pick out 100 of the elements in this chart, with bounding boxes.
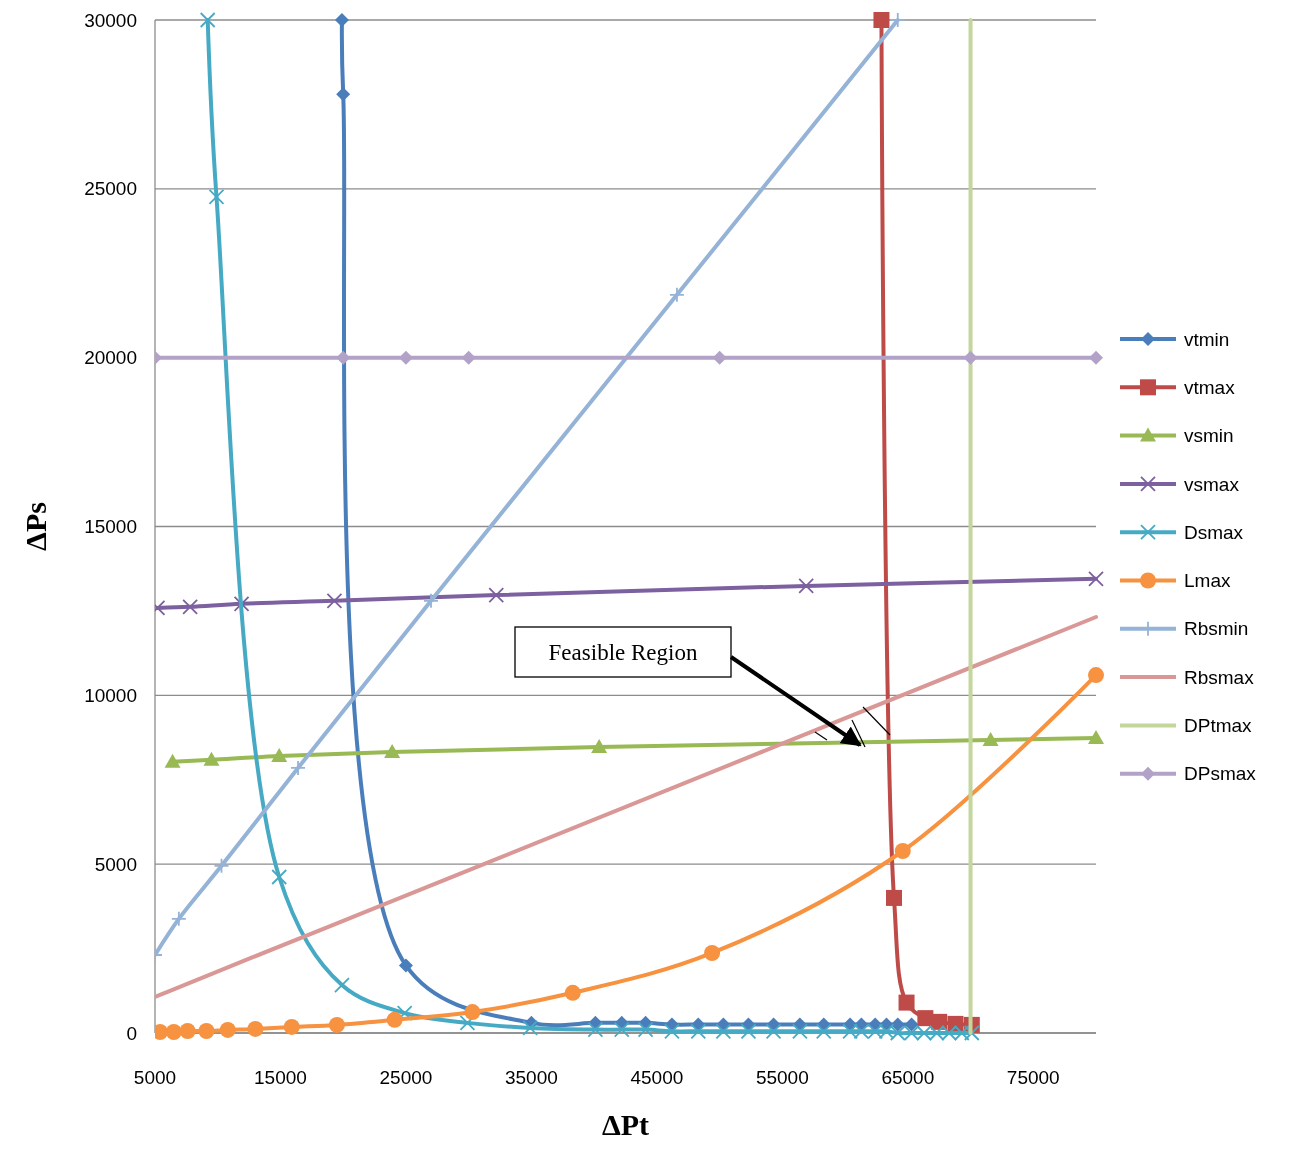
point bbox=[587, 1021, 604, 1038]
point bbox=[203, 751, 220, 766]
point bbox=[894, 843, 911, 859]
legend-label: Rbsmax bbox=[1184, 666, 1255, 688]
point bbox=[1088, 667, 1104, 684]
point bbox=[740, 1023, 757, 1040]
legend-label: DPtmax bbox=[1184, 715, 1253, 737]
legend-label: DPsmax bbox=[1184, 763, 1257, 785]
point bbox=[334, 13, 349, 27]
point bbox=[982, 731, 999, 746]
point bbox=[889, 1025, 906, 1041]
point bbox=[326, 592, 343, 609]
point bbox=[941, 1025, 958, 1041]
point bbox=[815, 1023, 832, 1040]
point bbox=[522, 1020, 539, 1036]
point bbox=[704, 944, 721, 961]
point bbox=[798, 578, 815, 594]
point bbox=[886, 889, 902, 906]
point bbox=[853, 1023, 870, 1040]
point bbox=[889, 12, 906, 28]
x-tick-label: 35000 bbox=[504, 1067, 558, 1088]
x-tick-label: 45000 bbox=[630, 1067, 684, 1088]
point bbox=[336, 87, 351, 102]
point bbox=[1089, 350, 1103, 365]
point bbox=[423, 592, 439, 609]
point bbox=[867, 1023, 884, 1040]
point bbox=[328, 1016, 345, 1033]
x-tick-label: 5000 bbox=[133, 1067, 177, 1088]
point bbox=[213, 857, 230, 874]
point bbox=[398, 958, 413, 973]
x-tick-label: 15000 bbox=[254, 1067, 307, 1088]
annotation: Feasible Region bbox=[548, 640, 698, 666]
line-series bbox=[155, 615, 1098, 999]
point bbox=[283, 1018, 300, 1035]
point bbox=[488, 587, 505, 603]
legend-label: Rbsmin bbox=[1184, 618, 1249, 640]
y-tick-label: 15000 bbox=[84, 516, 137, 538]
point bbox=[461, 350, 476, 365]
y-tick-label: 20000 bbox=[84, 347, 137, 369]
point bbox=[712, 350, 727, 365]
point bbox=[613, 1021, 630, 1038]
point bbox=[669, 286, 685, 303]
point bbox=[963, 350, 978, 365]
point bbox=[792, 1023, 808, 1040]
point bbox=[271, 748, 288, 763]
point bbox=[271, 869, 288, 885]
x-tick-label: 55000 bbox=[755, 1067, 809, 1088]
y-axis-title: ΔPs bbox=[19, 502, 52, 551]
point bbox=[690, 1023, 707, 1040]
point bbox=[219, 1021, 236, 1038]
point bbox=[715, 1023, 732, 1040]
point bbox=[164, 753, 181, 768]
legend-label: Lmax bbox=[1184, 570, 1231, 592]
point bbox=[386, 1011, 403, 1028]
point bbox=[903, 1025, 920, 1041]
point bbox=[1088, 729, 1104, 744]
point bbox=[953, 1025, 970, 1041]
point bbox=[1088, 570, 1104, 587]
point bbox=[591, 739, 608, 753]
point bbox=[165, 1023, 182, 1040]
point bbox=[564, 984, 581, 1001]
legend-label: vtmax bbox=[1184, 376, 1236, 398]
point bbox=[931, 1013, 948, 1030]
legend-label: vsmin bbox=[1184, 425, 1234, 447]
point bbox=[904, 1017, 919, 1032]
point bbox=[398, 350, 413, 365]
x-axis-title: ΔPt bbox=[601, 1108, 650, 1141]
point bbox=[290, 760, 306, 776]
point bbox=[233, 595, 250, 612]
point bbox=[637, 1021, 654, 1038]
point bbox=[336, 350, 351, 365]
point bbox=[199, 12, 216, 28]
x-tick-label: 75000 bbox=[1006, 1067, 1060, 1088]
y-tick-label: 25000 bbox=[84, 178, 137, 200]
point bbox=[182, 598, 199, 615]
legend-label: Dsmax bbox=[1184, 521, 1244, 543]
x-tick-label: 65000 bbox=[881, 1067, 935, 1088]
point bbox=[916, 1025, 933, 1041]
y-tick-label: 10000 bbox=[84, 684, 137, 706]
point bbox=[928, 1025, 945, 1041]
point bbox=[247, 1020, 264, 1037]
point bbox=[464, 1004, 481, 1021]
point bbox=[873, 12, 890, 28]
point bbox=[765, 1023, 782, 1040]
point bbox=[179, 1022, 196, 1039]
point bbox=[198, 1022, 215, 1039]
point bbox=[917, 1010, 934, 1027]
point bbox=[898, 994, 915, 1011]
point bbox=[664, 1023, 680, 1040]
y-tick-label: 0 bbox=[126, 1022, 137, 1044]
point bbox=[170, 910, 187, 927]
point bbox=[842, 1023, 858, 1040]
legend-label: vsmax bbox=[1184, 473, 1240, 495]
x-tick-label: 25000 bbox=[379, 1067, 433, 1088]
point bbox=[208, 189, 225, 205]
point bbox=[878, 1023, 895, 1040]
point bbox=[459, 1014, 476, 1031]
point bbox=[963, 1025, 980, 1041]
point bbox=[384, 744, 401, 759]
y-tick-label: 5000 bbox=[94, 853, 137, 875]
